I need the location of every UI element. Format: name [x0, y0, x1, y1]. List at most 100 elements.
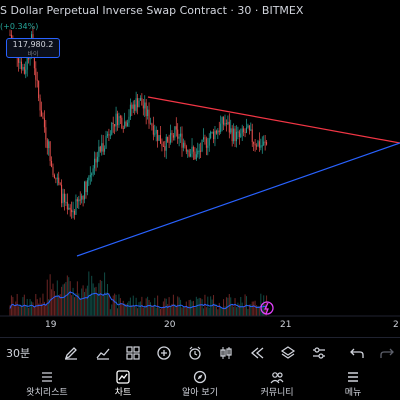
volume-bar — [122, 300, 124, 316]
add-icon[interactable] — [155, 344, 173, 362]
volume-bar — [200, 298, 202, 316]
pen-icon[interactable] — [62, 344, 80, 362]
volume-bar — [258, 306, 260, 316]
candle-body — [145, 102, 147, 116]
candle-body — [158, 135, 160, 141]
candle-body — [62, 193, 64, 204]
candle-body — [200, 150, 202, 152]
candle-body — [247, 125, 249, 128]
layers-icon[interactable] — [279, 344, 297, 362]
watchlist-icon — [42, 372, 52, 382]
nav-item-community[interactable]: 커뮤니티 — [247, 370, 307, 400]
candle-body — [112, 122, 114, 125]
volume-bar — [197, 298, 199, 316]
volume-bar — [19, 304, 21, 316]
volume-bar — [218, 302, 220, 316]
candle-body — [237, 131, 239, 133]
candle-body — [41, 110, 43, 117]
volume-bar — [223, 299, 225, 316]
volume-bar — [95, 286, 97, 316]
candle-body — [124, 121, 126, 129]
candle-body — [73, 210, 76, 215]
volume-bar — [237, 302, 239, 316]
volume-bar — [41, 303, 43, 316]
candle-body — [109, 134, 111, 136]
volume-bar — [142, 307, 144, 316]
candle-body — [251, 129, 253, 142]
candle-body — [23, 66, 25, 74]
volume-bar — [137, 308, 139, 316]
redo-icon[interactable] — [378, 344, 396, 362]
candle-body — [175, 126, 177, 130]
candle-body — [202, 137, 205, 140]
volume-bar — [45, 305, 47, 316]
nav-item-chart[interactable]: 차트 — [93, 370, 153, 400]
volume-bar — [30, 301, 33, 316]
candle-body — [125, 121, 127, 126]
candle-body — [147, 109, 149, 116]
volume-bar — [205, 307, 207, 316]
candle-body — [122, 127, 124, 129]
candle-body — [19, 61, 21, 63]
candle-body — [22, 66, 24, 70]
candle-body — [26, 57, 28, 70]
price-chart[interactable] — [0, 0, 400, 330]
volume-bar — [175, 305, 177, 316]
symbol-title[interactable]: S Dollar Perpetual Inverse Swap Contract… — [0, 4, 304, 17]
candle-body — [51, 160, 53, 167]
candle-body — [243, 128, 245, 132]
volume-bar — [228, 294, 230, 316]
volume-bar — [94, 287, 96, 316]
volume-bar — [121, 304, 123, 316]
candle-body — [9, 34, 11, 36]
rewind-icon[interactable] — [248, 344, 266, 362]
candle-body — [114, 124, 116, 127]
candle-body — [45, 127, 47, 140]
lower-trendline — [76, 142, 400, 257]
indicators-icon[interactable] — [124, 344, 142, 362]
nav-label-community: 커뮤니티 — [260, 388, 294, 398]
volume-bar — [264, 303, 266, 316]
x-tick-label: 21 — [280, 320, 292, 330]
candle-body — [260, 145, 262, 148]
candle-body — [228, 121, 230, 133]
candle-body — [152, 125, 154, 135]
bottom-nav: 왓치리스트 차트 알아 보기 커뮤니티 메뉴 — [0, 368, 400, 400]
volume-bar — [116, 308, 119, 316]
nav-item-explore[interactable]: 알아 보기 — [170, 370, 230, 400]
candle-body — [178, 136, 180, 139]
volume-bar — [48, 299, 50, 316]
volume-bar — [152, 305, 154, 316]
explore-icon — [193, 370, 207, 384]
alert-icon[interactable] — [186, 344, 204, 362]
community-icon — [270, 372, 284, 384]
candle-body — [28, 57, 30, 60]
volume-bar — [68, 277, 70, 316]
volume-bar — [248, 304, 250, 316]
chart-type-icon[interactable] — [94, 344, 112, 362]
candle-body — [59, 182, 61, 185]
settings-icon[interactable] — [310, 344, 328, 362]
candle-body — [25, 69, 27, 74]
undo-icon[interactable] — [348, 344, 366, 362]
candle-body — [191, 146, 193, 154]
candle-body — [266, 142, 268, 145]
candle-body — [234, 128, 236, 142]
candle-body — [188, 150, 190, 157]
candle-icon[interactable] — [217, 344, 235, 362]
volume-bar — [224, 306, 226, 316]
nav-item-menu[interactable]: 메뉴 — [323, 370, 383, 400]
nav-item-watchlist[interactable]: 왓치리스트 — [17, 370, 77, 400]
candle-body — [221, 117, 223, 124]
candle-body — [86, 180, 88, 193]
candle-body — [56, 177, 58, 179]
volume-bar — [185, 301, 187, 316]
candle-body — [231, 128, 233, 142]
candle-body — [149, 123, 151, 125]
timeframe-button[interactable]: 30분 — [6, 347, 31, 360]
candle-body — [258, 141, 260, 148]
volume-bar — [192, 300, 194, 316]
volume-bar — [84, 291, 86, 316]
candle-body — [33, 53, 35, 69]
price-badge[interactable]: 117,980.2 바이 — [6, 38, 60, 58]
